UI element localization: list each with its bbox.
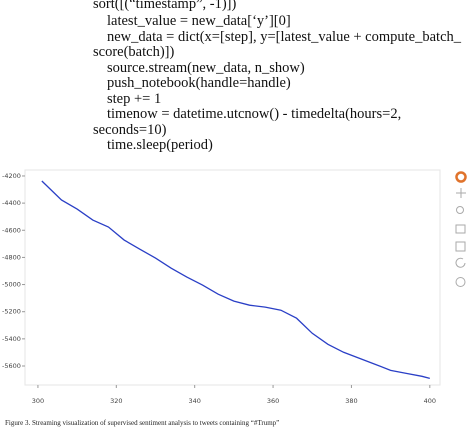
pan-tool[interactable] (456, 188, 466, 198)
code-line: step += 1 (107, 91, 161, 107)
reset-tool[interactable] (455, 257, 466, 268)
save-tool[interactable] (455, 241, 466, 252)
y-tick-label: -4600 (2, 226, 21, 234)
box-zoom-tool[interactable] (455, 224, 466, 234)
caption: Figure 3. Streaming visualization of sup… (5, 419, 279, 427)
logo[interactable] (455, 171, 467, 183)
x-tick-label: 320 (110, 397, 122, 405)
y-tick-label: -5400 (2, 335, 21, 343)
y-tick-label: -4800 (2, 253, 21, 261)
y-tick-label: -5200 (2, 308, 21, 316)
code-line: sort([(“timestamp”, -1)]) (93, 0, 237, 12)
code-line: source.stream(new_data, n_show) (107, 60, 305, 76)
code-line: new_data = dict(x=[step], y=[latest_valu… (107, 29, 462, 45)
code-line: time.sleep(period) (107, 137, 213, 153)
zoom-tool[interactable] (456, 206, 464, 214)
code-block: sort([(“timestamp”, -1)]) latest_value =… (93, 0, 462, 153)
toolbar (455, 171, 467, 287)
x-tick-label: 300 (32, 397, 44, 405)
x-tick-label: 360 (267, 397, 279, 405)
code-line: latest_value = new_data[‘y’][0] (107, 13, 291, 29)
x-tick-label: 340 (188, 397, 200, 405)
y-tick-label: -4200 (2, 172, 21, 180)
plot-frame (24, 169, 441, 386)
y-tick-label: -5600 (2, 362, 21, 370)
y-tick-label: -5000 (2, 281, 21, 289)
code-line: score(batch)]) (93, 44, 174, 60)
y-tick-label: -4400 (2, 199, 21, 207)
code-line: timenow = datetime.utcnow() - timedelta(… (107, 106, 401, 122)
code-line: push_notebook(handle=handle) (107, 75, 291, 91)
x-tick-label: 400 (424, 397, 436, 405)
x-tick-label: 380 (345, 397, 357, 405)
help-tool[interactable] (455, 277, 466, 287)
data-line (41, 180, 430, 379)
code-line: seconds=10) (93, 122, 167, 138)
